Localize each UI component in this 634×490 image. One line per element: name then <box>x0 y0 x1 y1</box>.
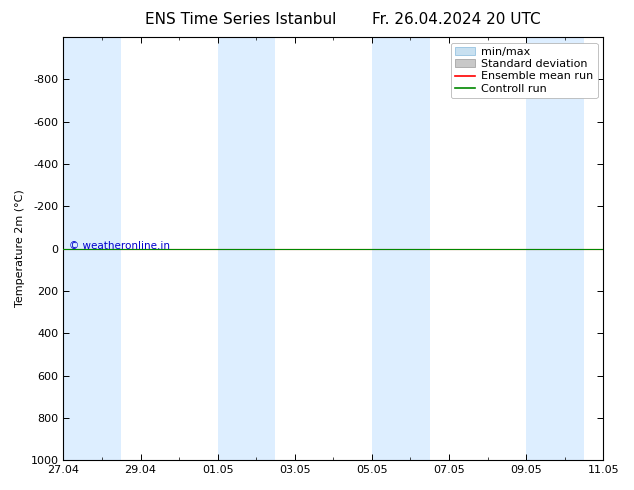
Y-axis label: Temperature 2m (°C): Temperature 2m (°C) <box>15 190 25 307</box>
Bar <box>63 37 121 460</box>
Text: Fr. 26.04.2024 20 UTC: Fr. 26.04.2024 20 UTC <box>372 12 541 27</box>
Text: ENS Time Series Istanbul: ENS Time Series Istanbul <box>145 12 337 27</box>
Bar <box>217 37 275 460</box>
Text: © weatheronline.in: © weatheronline.in <box>69 242 170 251</box>
Legend: min/max, Standard deviation, Ensemble mean run, Controll run: min/max, Standard deviation, Ensemble me… <box>451 43 598 98</box>
Bar <box>526 37 584 460</box>
Bar <box>372 37 430 460</box>
